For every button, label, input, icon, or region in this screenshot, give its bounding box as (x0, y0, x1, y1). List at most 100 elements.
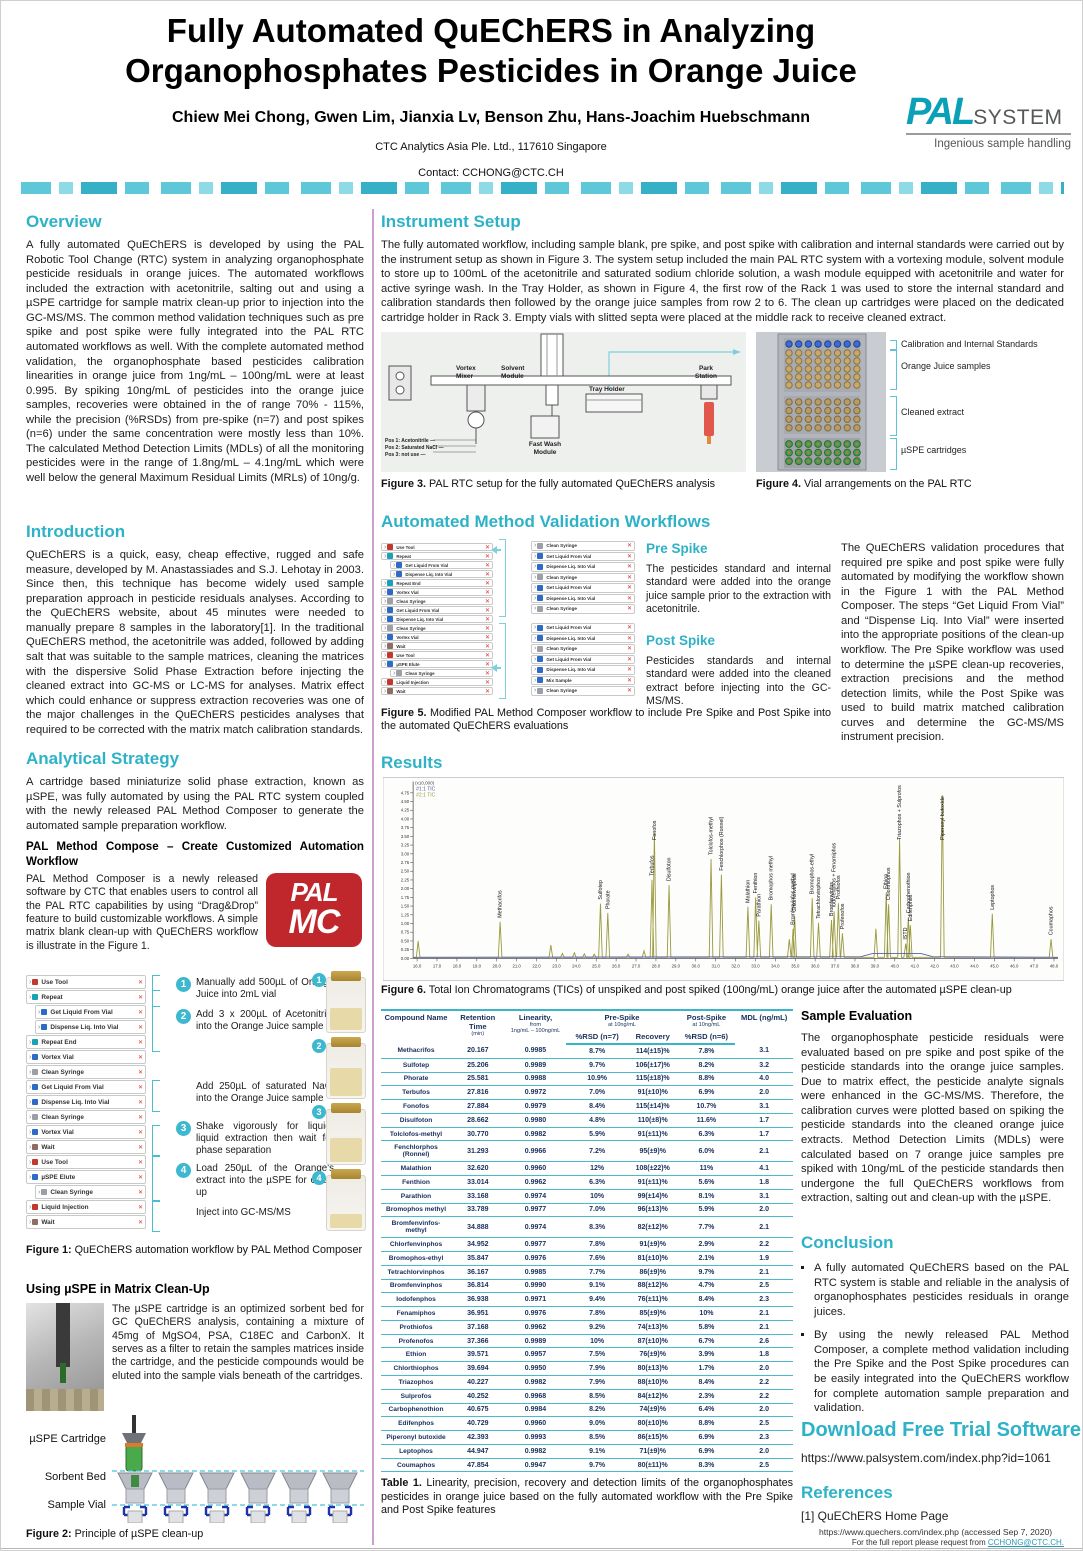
workflow-step: › Repeat ✕ (26, 990, 146, 1004)
step-icon (537, 605, 544, 612)
figure5-caption: Figure 5. Modified PAL Method Composer w… (381, 707, 832, 733)
workflow-step: › Get Liquid From Vial ✕ (381, 606, 493, 614)
expand-chevron-icon: › (384, 579, 387, 587)
svg-text:(x10,000): (x10,000) (415, 781, 435, 786)
vial-photo (326, 971, 366, 1033)
svg-text:1.25: 1.25 (401, 912, 410, 917)
step-icon (537, 542, 544, 549)
workflow-annotation: 2 Add 3 x 200µL of Acetonitrile into the … (176, 1009, 334, 1033)
svg-text:Carbophenothion: Carbophenothion (906, 872, 912, 913)
table-row: Tetrachlorvinphos 36.167 0.9985 7.7% 86(±9)%… (381, 1265, 793, 1280)
expand-chevron-icon: › (534, 563, 537, 571)
postspike-heading: Post Spike (646, 633, 716, 648)
workflow-step: › Clean Syringe ✕ (381, 624, 493, 632)
conclusion-bullets: A fully automated QuEChERS based on the … (801, 1261, 1069, 1425)
workflow-step: › Wait ✕ (26, 1215, 146, 1229)
table-row: Sulprofos 40.252 0.9968 8.5% 84(±12)% 2.3% 2.2 (381, 1389, 793, 1404)
svg-text:18.0: 18.0 (453, 963, 462, 968)
annotation-bracket (152, 1200, 160, 1232)
svg-text:28.0: 28.0 (652, 963, 661, 968)
instrument-heading: Instrument Setup (381, 212, 521, 231)
vial-photo (326, 1037, 366, 1099)
download-url-link[interactable]: https://www.palsystem.com/index.php?id=1… (801, 1451, 1051, 1465)
step-icon (32, 1099, 39, 1105)
fig4-bracket (890, 350, 897, 390)
expand-chevron-icon: › (384, 588, 387, 596)
affiliation: CTC Analytics Asia Ple. Ltd., 117610 Sin… (375, 141, 607, 153)
step-icon (387, 580, 394, 586)
introduction-body: QuEChERS is a quick, easy, cheap effecti… (26, 549, 364, 736)
delete-step-icon: ✕ (626, 564, 632, 571)
workflow-step: › Get Liquid From Vial ✕ (531, 583, 635, 593)
expand-chevron-icon: › (38, 1023, 41, 1031)
fig2-label-vial: Sample Vial (47, 1499, 107, 1511)
svg-text:34.0: 34.0 (771, 963, 780, 968)
expand-chevron-icon: › (384, 642, 387, 650)
svg-text:39.0: 39.0 (871, 963, 880, 968)
step-number-badge: 3 (176, 1121, 191, 1136)
expand-chevron-icon: › (29, 1173, 32, 1181)
delete-step-icon: ✕ (626, 656, 632, 663)
workflow-step: › Get Liquid From Vial ✕ (531, 654, 635, 664)
svg-text:16.0: 16.0 (413, 963, 422, 968)
col-post-rsd: %RSD (n=6) (677, 1030, 736, 1045)
svg-text:26.0: 26.0 (612, 963, 621, 968)
svg-text:Triazophos + Sulprofos: Triazophos + Sulprofos (897, 785, 903, 840)
delete-step-icon: ✕ (626, 553, 632, 560)
svg-text:30.0: 30.0 (692, 963, 701, 968)
delete-step-icon: ✕ (626, 677, 632, 684)
fig5-main-workflow: ›Use Tool✕›Repeat✕›Get Liquid From Vial✕… (381, 543, 493, 696)
svg-text:#2:1 TIC: #2:1 TIC (416, 793, 436, 799)
uspe-body: The µSPE cartridge is an optimized sorbe… (112, 1303, 364, 1382)
expand-chevron-icon: › (534, 645, 537, 653)
expand-chevron-icon: › (384, 660, 387, 668)
postspike-bracket (499, 623, 506, 699)
col-postspike: Post-Spike at 10ng/mL (677, 1009, 736, 1030)
step-icon (387, 598, 394, 604)
workflow-step: › Clean Syringe ✕ (531, 572, 635, 582)
step-icon (32, 1219, 39, 1225)
svg-text:#1:1 TIC: #1:1 TIC (416, 787, 436, 793)
svg-text:Methacrifos: Methacrifos (498, 890, 504, 918)
workflow-step: ›Use Tool✕ (26, 1155, 146, 1169)
svg-text:Sulfotep: Sulfotep (598, 880, 604, 900)
figure3-caption: Figure 3. PAL RTC setup for the fully au… (381, 478, 716, 490)
postspike-arrow (491, 664, 501, 672)
delete-step-icon: ✕ (626, 667, 632, 674)
svg-text:1.75: 1.75 (401, 895, 410, 900)
figure4-rack-image (756, 332, 886, 472)
expand-chevron-icon: › (384, 678, 387, 686)
introduction-heading: Introduction (26, 522, 126, 541)
svg-text:31.0: 31.0 (711, 963, 720, 968)
workflow-step: › Clean Syringe ✕ (531, 686, 635, 696)
svg-text:Bromfenvinfos-methyl: Bromfenvinfos-methyl (791, 873, 797, 924)
delete-step-icon: ✕ (485, 661, 490, 668)
footer-email-link[interactable]: CCHONG@CTC.CH. (987, 1538, 1064, 1547)
delete-step-icon: ✕ (137, 1114, 143, 1121)
workflow-step: › Mix Sample ✕ (531, 675, 635, 685)
step-icon (387, 652, 394, 658)
reference-url: https://www.quechers.com/index.php (acce… (819, 1527, 1053, 1537)
svg-text:42.0: 42.0 (930, 963, 939, 968)
svg-text:Pos 1: Acetonitrile —: Pos 1: Acetonitrile — (385, 438, 435, 444)
table1-block: Compound Name Retention Time (min) Linear… (381, 1009, 793, 1518)
svg-text:38.0: 38.0 (851, 963, 860, 968)
delete-step-icon: ✕ (626, 606, 632, 613)
postspike-text: Pesticides standards and internal standa… (646, 655, 831, 708)
uspe-heading: Using µSPE in Matrix Clean-Up (26, 1282, 210, 1296)
svg-text:Profenofos: Profenofos (840, 903, 846, 929)
svg-text:Piperonyl butoxide: Piperonyl butoxide (940, 796, 946, 840)
workflow-step: › Vortex Vial ✕ (381, 633, 493, 641)
expand-chevron-icon: › (393, 669, 396, 677)
table-row: Bromophos methyl 33.789 0.9977 7.0% 96(±13)%… (381, 1203, 793, 1218)
svg-text:Bromophos-ethyl: Bromophos-ethyl (810, 854, 816, 894)
svg-text:23.0: 23.0 (552, 963, 561, 968)
svg-text:Fast Wash: Fast Wash (529, 441, 561, 448)
step-icon (396, 571, 403, 577)
fig4-label: µSPE cartridges (901, 445, 967, 455)
svg-text:19.0: 19.0 (473, 963, 482, 968)
svg-text:Fenchlorphos (Ronnel): Fenchlorphos (Ronnel) (719, 816, 725, 870)
svg-text:Malathion: Malathion (745, 880, 751, 903)
svg-text:2.50: 2.50 (401, 869, 410, 874)
